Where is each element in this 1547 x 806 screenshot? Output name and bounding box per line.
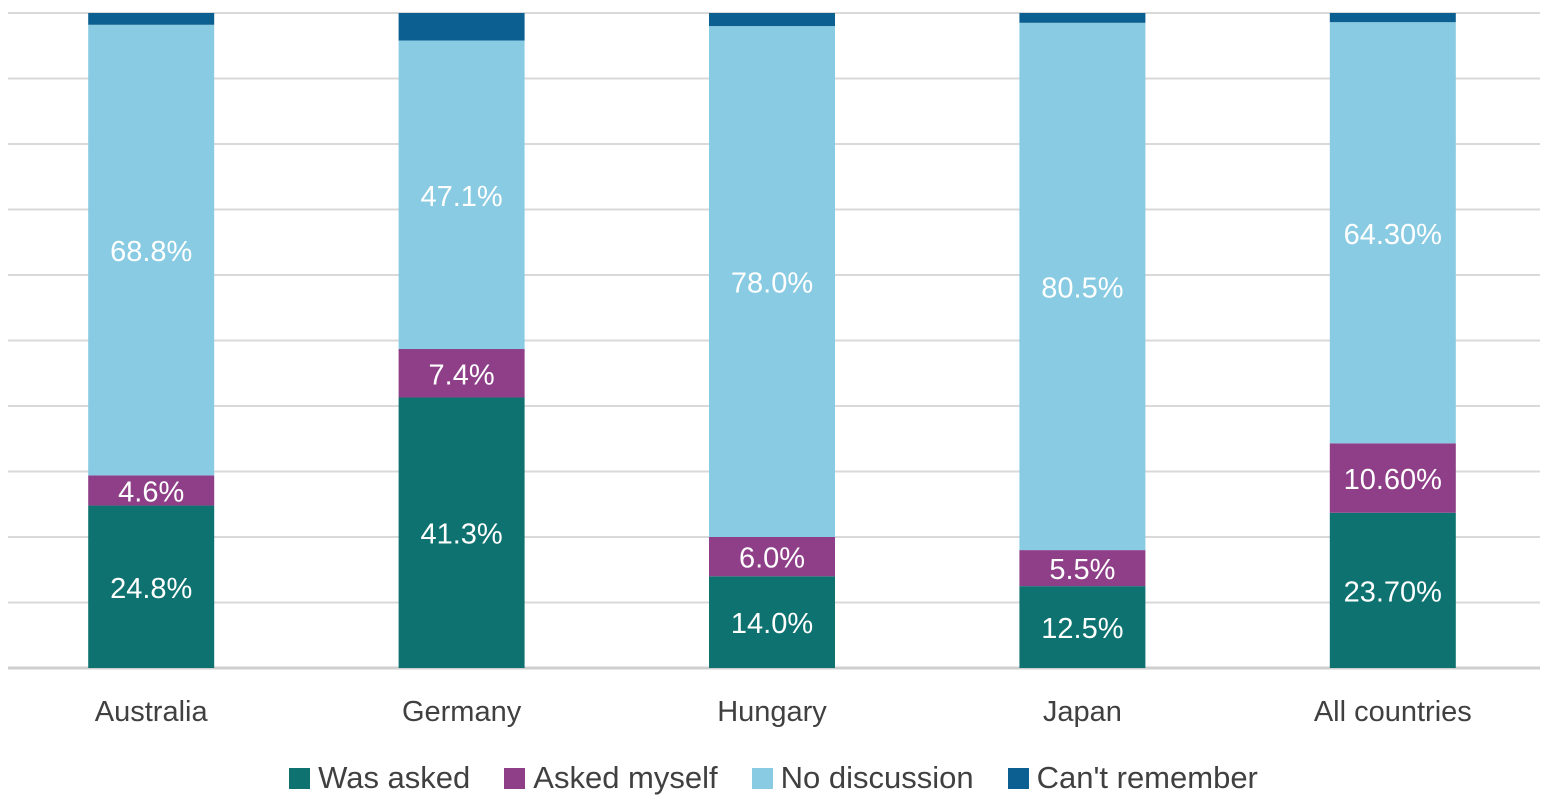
legend-label-was-asked: Was asked xyxy=(318,760,471,795)
data-label: 23.70% xyxy=(1344,576,1442,608)
bar-segment xyxy=(1019,550,1146,587)
x-tick-label: All countries xyxy=(1314,696,1472,728)
data-label: 5.5% xyxy=(1049,554,1115,586)
data-label: 68.8% xyxy=(110,236,192,268)
legend-swatch-cant-remember xyxy=(1007,767,1029,789)
bar-segment xyxy=(398,349,525,398)
bar-segment xyxy=(709,537,835,577)
legend-label-no-discussion: No discussion xyxy=(780,760,974,795)
x-tick-label: Australia xyxy=(95,696,209,728)
data-label: 24.8% xyxy=(110,573,192,605)
legend-label-cant-remember: Can't remember xyxy=(1036,760,1258,795)
bar-segment xyxy=(88,505,215,668)
data-label: 64.30% xyxy=(1344,219,1442,251)
bar-segment xyxy=(398,40,525,350)
legend-swatch-asked-myself xyxy=(504,767,526,789)
bar-segment xyxy=(1019,22,1146,551)
x-tick-label: Germany xyxy=(402,696,522,728)
legend-swatch-was-asked xyxy=(289,767,311,789)
bar-segment xyxy=(88,475,215,506)
legend-item-asked-myself: Asked myself xyxy=(504,760,718,796)
x-tick-label: Japan xyxy=(1043,696,1122,728)
data-label: 6.0% xyxy=(739,543,805,575)
data-label: 47.1% xyxy=(420,181,502,213)
bar-segment xyxy=(1329,512,1456,668)
data-label: 4.6% xyxy=(118,476,184,508)
data-label: 78.0% xyxy=(731,268,813,300)
bar-segment xyxy=(398,397,525,668)
x-tick-label: Hungary xyxy=(717,696,827,728)
bar-segment xyxy=(1019,586,1146,668)
bar-segment xyxy=(1019,13,1146,23)
legend-swatch-no-discussion xyxy=(751,767,773,789)
legend-item-cant-remember: Can't remember xyxy=(1007,760,1258,796)
data-label: 10.60% xyxy=(1344,464,1442,496)
legend-label-asked-myself: Asked myself xyxy=(533,760,718,795)
bar-segment xyxy=(398,13,525,41)
bar-segment xyxy=(709,26,835,537)
bar-segment xyxy=(1329,13,1456,23)
bar-segment xyxy=(1329,443,1456,513)
bar-segment xyxy=(709,576,835,668)
bar-segment xyxy=(88,24,215,476)
legend: Was asked Asked myself No discussion Can… xyxy=(0,756,1547,800)
data-label: 12.5% xyxy=(1041,613,1123,645)
data-label: 80.5% xyxy=(1041,272,1123,304)
legend-item-no-discussion: No discussion xyxy=(751,760,974,796)
data-label: 7.4% xyxy=(429,359,495,391)
data-label: 14.0% xyxy=(731,608,813,640)
bar-segment xyxy=(1329,22,1456,444)
data-label: 41.3% xyxy=(420,519,502,551)
bar-segment xyxy=(88,13,215,25)
legend-item-was-asked: Was asked xyxy=(289,760,470,796)
bar-segment xyxy=(709,13,835,27)
